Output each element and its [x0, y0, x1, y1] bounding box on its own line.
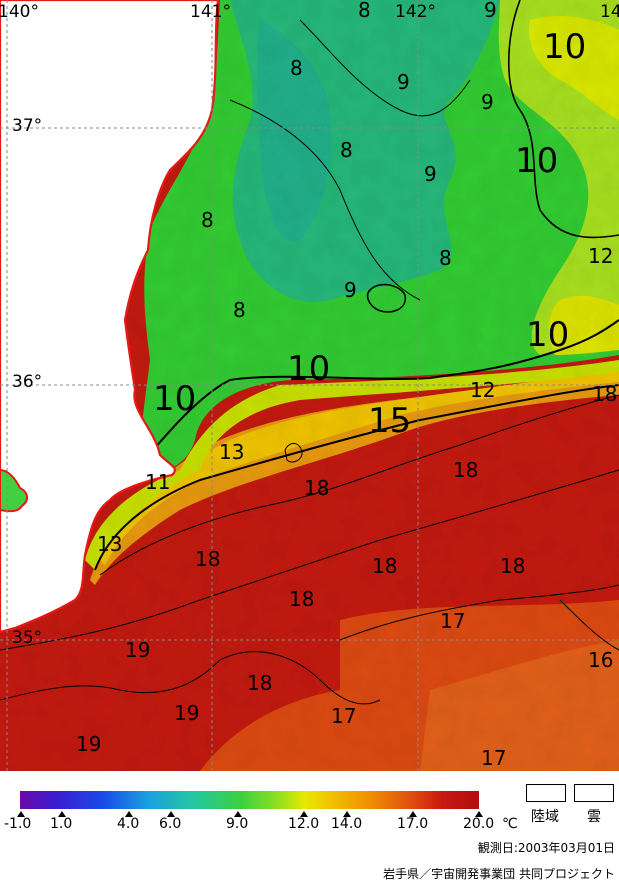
contour-label: 10: [543, 27, 587, 67]
cloud-key-label: 雲: [587, 809, 601, 825]
lat-label-36: 36°: [12, 372, 43, 392]
lon-label-142: 142°: [395, 2, 436, 22]
observation-date: 観測日:2003年03月01日: [477, 841, 615, 855]
contour-label: 10: [153, 379, 197, 419]
contour-label: 19: [76, 732, 102, 756]
contour-label: 12: [470, 378, 496, 402]
scale-label: 17.0: [397, 816, 429, 832]
contour-label: 13: [219, 440, 245, 464]
contour-label: 18: [592, 382, 618, 406]
scale-tick: [343, 811, 351, 817]
scale-label: 14.0: [331, 816, 363, 832]
contour-label: 9: [344, 278, 357, 302]
graticule: [0, 0, 619, 771]
contour-label: 8: [233, 298, 246, 322]
contour-label: 19: [174, 701, 200, 725]
contour-label: 18: [195, 547, 221, 571]
credit-line: 岩手県／宇宙開発事業団 共同プロジェクト: [383, 867, 615, 881]
isotherm-10-ne: [508, 0, 619, 239]
isotherm-17: [339, 584, 619, 641]
contour-label: 8: [290, 56, 303, 80]
scale-tick: [409, 811, 417, 817]
contour-label: 8: [439, 246, 452, 270]
lat-label-37: 37°: [12, 116, 43, 136]
contours: [0, 0, 619, 705]
contour-label: 9: [397, 70, 410, 94]
contour-label: 17: [481, 746, 507, 770]
unit-label: ℃: [502, 816, 518, 832]
contour-label: 18: [500, 554, 526, 578]
contour-label: 8: [358, 0, 371, 22]
scale-tick: [234, 811, 242, 817]
scale-label: 20.0: [463, 816, 495, 832]
scale-tick: [125, 811, 133, 817]
scale-tick: [17, 811, 25, 817]
contour-label: 12: [588, 244, 614, 268]
land-key-swatch: [526, 784, 566, 802]
isotherm-18b: [0, 469, 619, 651]
contour-label: 18: [453, 458, 479, 482]
contour-label: 9: [484, 0, 497, 22]
scale-tick: [58, 811, 66, 817]
contour-label: 15: [368, 401, 412, 441]
scale-tick: [167, 811, 175, 817]
warm-eddy: [284, 443, 303, 463]
lon-label-141: 141°: [190, 2, 231, 22]
color-scale-bar: [20, 791, 479, 809]
contour-label: 17: [440, 609, 466, 633]
contour-label: 19: [125, 638, 151, 662]
scale-label: -1.0: [4, 816, 32, 832]
contour-label: 9: [481, 90, 494, 114]
isotherm-16: [559, 599, 619, 651]
scale-tick: [300, 811, 308, 817]
contour-label: 10: [515, 141, 559, 181]
isotherm-18: [99, 394, 619, 576]
sst-map-canvas: [0, 0, 619, 771]
scale-label: 12.0: [288, 816, 320, 832]
sst-map: 140° 141° 142° 14 37° 36° 35° 8 9 8 9 9 …: [0, 0, 619, 771]
contour-label: 10: [526, 315, 570, 355]
lon-label-140: 140°: [0, 2, 39, 22]
land-honshu: [0, 0, 220, 634]
lon-label-143: 14: [600, 2, 619, 22]
isotherm-15: [94, 384, 619, 571]
scale-label: 1.0: [50, 816, 73, 832]
cold-eddy: [366, 283, 406, 313]
contour-label: 17: [331, 704, 357, 728]
contour-label: 8: [340, 138, 353, 162]
scale-label: 9.0: [226, 816, 249, 832]
isotherm-8: [229, 99, 421, 301]
land-key-label: 陸域: [531, 809, 559, 825]
contour-label: 18: [247, 671, 273, 695]
scale-label: 4.0: [117, 816, 140, 832]
isotherm-19: [0, 651, 381, 705]
contour-label: 13: [97, 532, 123, 556]
contour-label: 8: [201, 208, 214, 232]
lat-label-35: 35°: [12, 628, 43, 648]
contour-label: 10: [287, 349, 331, 389]
scale-tick: [475, 811, 483, 817]
contour-label: 9: [424, 162, 437, 186]
contour-label: 16: [588, 648, 614, 672]
contour-label: 18: [304, 476, 330, 500]
contour-label: 18: [372, 554, 398, 578]
isotherm-9: [299, 19, 471, 117]
isotherm-10: [139, 319, 619, 466]
scale-label: 6.0: [159, 816, 182, 832]
contour-label: 18: [289, 587, 315, 611]
legend: -1.0 1.0 4.0 6.0 9.0 12.0 14.0 17.0 20.0…: [0, 771, 619, 881]
cloud-key-swatch: [574, 784, 614, 802]
contour-label: 11: [145, 470, 171, 494]
